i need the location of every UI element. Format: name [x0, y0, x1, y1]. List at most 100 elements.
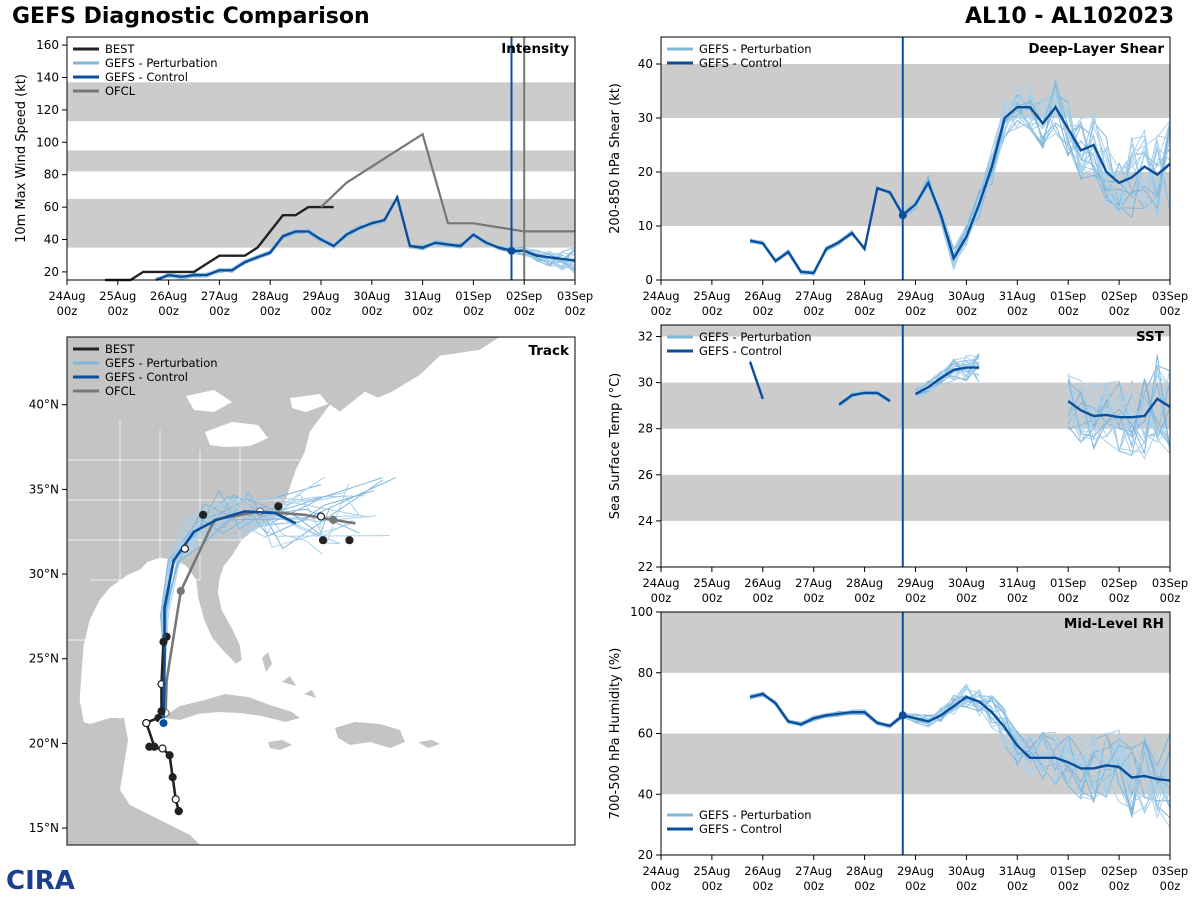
track-best-line	[144, 636, 181, 812]
shear-xtick-day: 30Aug	[948, 289, 985, 303]
chart-intensity: 2040608010012014016024Aug00z25Aug00z26Au…	[14, 36, 593, 318]
rh-member-line	[750, 695, 1171, 820]
shear-band	[661, 64, 1170, 118]
rh-xtick-hour: 00z	[854, 879, 875, 893]
rh-xtick-hour: 00z	[1109, 879, 1130, 893]
shear-xtick-hour: 00z	[1160, 304, 1181, 318]
sst-legend-label: GEFS - Control	[699, 344, 782, 358]
rh-xtick-day: 02Sep	[1101, 864, 1137, 878]
intensity-ytick-label: 80	[44, 168, 59, 182]
intensity-band	[67, 82, 575, 122]
shear-xtick-day: 26Aug	[744, 289, 781, 303]
track-best-fix	[171, 795, 180, 804]
chart-shear: 01020304024Aug00z25Aug00z26Aug00z27Aug00…	[608, 36, 1188, 318]
track-best-fix	[318, 536, 328, 545]
shear-title: Deep-Layer Shear	[1028, 41, 1164, 57]
track-best-fix	[159, 637, 168, 646]
shear-xtick-day: 29Aug	[897, 289, 934, 303]
sst-xtick-day: 30Aug	[948, 576, 985, 590]
sst-gefs-control-line	[838, 391, 891, 406]
intensity-xtick-hour: 00z	[412, 304, 433, 318]
intensity-xtick-day: 27Aug	[201, 289, 238, 303]
sst-member-line	[915, 359, 980, 397]
sst-band	[661, 325, 1170, 337]
intensity-xtick-hour: 00z	[311, 304, 332, 318]
sst-gefs-control-line	[1067, 397, 1171, 419]
shear-xtick-hour: 00z	[1007, 304, 1028, 318]
intensity-ofcl-line	[320, 132, 575, 233]
intensity-ylabel: 10m Max Wind Speed (kt)	[14, 74, 29, 243]
intensity-xtick-day: 30Aug	[353, 289, 390, 303]
track-best-fix	[180, 544, 189, 553]
sst-xtick-hour: 00z	[651, 591, 672, 605]
shear-xtick-day: 01Sep	[1050, 289, 1086, 303]
sst-xtick-day: 25Aug	[693, 576, 730, 590]
track-fix-point	[329, 515, 338, 524]
rh-ytick-label: 80	[638, 666, 653, 680]
sst-ytick-label: 26	[638, 468, 653, 482]
sst-xtick-day: 03Sep	[1152, 576, 1188, 590]
rh-ytick-label: 100	[630, 605, 653, 619]
rh-member-line	[749, 688, 1171, 799]
rh-xtick-hour: 00z	[1058, 879, 1079, 893]
sst-gefs-control-line	[914, 366, 980, 396]
rh-band	[661, 612, 1170, 673]
shear-xtick-hour: 00z	[1058, 304, 1079, 318]
sst-ytick-label: 24	[638, 514, 653, 528]
rh-xtick-hour: 00z	[803, 879, 824, 893]
track-lat-label: 40°N	[29, 398, 59, 412]
rh-member-line	[750, 694, 1171, 786]
rh-xtick-hour: 00z	[1160, 879, 1181, 893]
track-legend-label: GEFS - Control	[105, 370, 188, 384]
sst-xtick-day: 02Sep	[1101, 576, 1137, 590]
track-best-fix	[174, 807, 183, 816]
sst-member-line	[1067, 381, 1171, 447]
shear-band	[661, 172, 1170, 226]
intensity-xtick-hour: 00z	[209, 304, 230, 318]
rh-xtick-day: 25Aug	[693, 864, 730, 878]
sst-xtick-hour: 00z	[905, 591, 926, 605]
track-lat-label: 25°N	[29, 652, 59, 666]
rh-xtick-day: 26Aug	[744, 864, 781, 878]
track-best-fix	[165, 751, 174, 760]
intensity-band	[67, 150, 575, 172]
sst-ytick-label: 22	[638, 560, 653, 574]
intensity-ytick-label: 20	[44, 265, 59, 279]
track-lat-label: 20°N	[29, 736, 59, 750]
intensity-xtick-day: 31Aug	[404, 289, 441, 303]
shear-ytick-label: 0	[645, 273, 653, 287]
sst-member-line	[915, 361, 980, 392]
rh-xtick-day: 03Sep	[1152, 864, 1188, 878]
intensity-legend-label: GEFS - Control	[105, 70, 188, 84]
rh-xtick-day: 24Aug	[642, 864, 679, 878]
shear-xtick-hour: 00z	[651, 304, 672, 318]
intensity-xtick-hour: 00z	[107, 304, 128, 318]
sst-xtick-hour: 00z	[1007, 591, 1028, 605]
intensity-xtick-hour: 00z	[361, 304, 382, 318]
shear-xtick-day: 02Sep	[1101, 289, 1137, 303]
track-fix-point	[176, 586, 185, 596]
sst-xtick-day: 26Aug	[744, 576, 781, 590]
shear-xtick-day: 31Aug	[999, 289, 1036, 303]
track-current-position	[158, 718, 169, 729]
track-best-fix	[274, 502, 283, 511]
intensity-xtick-hour: 00z	[57, 304, 78, 318]
shear-ytick-label: 10	[638, 219, 653, 233]
shear-xtick-hour: 00z	[905, 304, 926, 318]
intensity-xtick-day: 28Aug	[252, 289, 289, 303]
intensity-now-marker	[507, 246, 516, 255]
shear-xtick-day: 24Aug	[642, 289, 679, 303]
sst-xtick-hour: 00z	[702, 591, 723, 605]
intensity-xtick-day: 02Sep	[506, 289, 542, 303]
intensity-xtick-day: 29Aug	[302, 289, 339, 303]
rh-title: Mid-Level RH	[1064, 616, 1164, 632]
rh-xtick-day: 27Aug	[795, 864, 832, 878]
intensity-xtick-day: 25Aug	[99, 289, 136, 303]
shear-xtick-hour: 00z	[702, 304, 723, 318]
sst-xtick-day: 24Aug	[642, 576, 679, 590]
track-fix-point	[158, 744, 167, 753]
intensity-xtick-day: 03Sep	[557, 289, 593, 303]
sst-xtick-hour: 00z	[803, 591, 824, 605]
intensity-ytick-label: 140	[36, 71, 59, 85]
sst-xtick-hour: 00z	[1058, 591, 1079, 605]
